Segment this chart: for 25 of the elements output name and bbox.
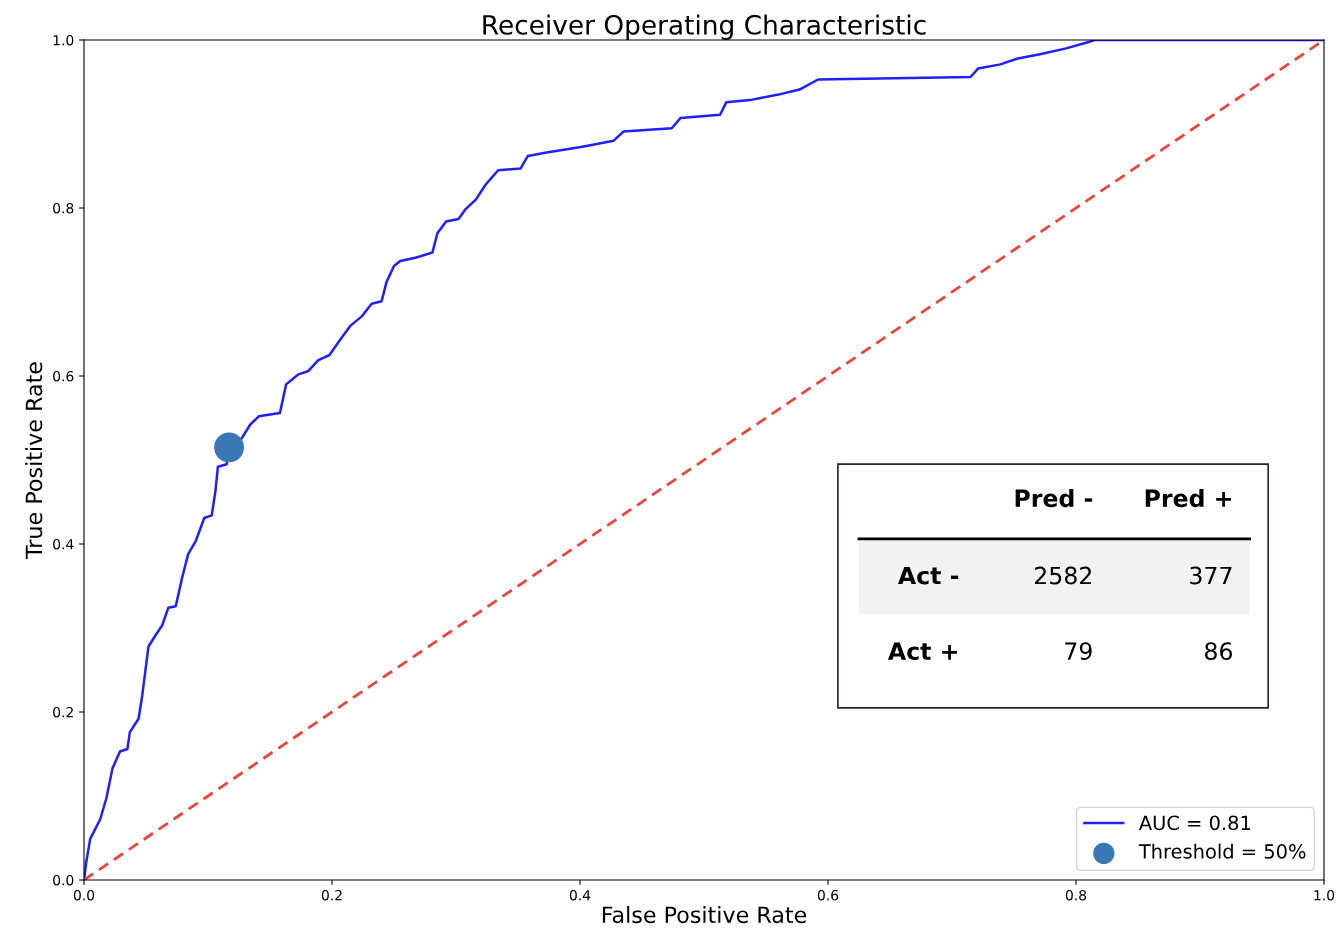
annotation: 377 <box>1190 566 1232 585</box>
y-tick-label: 0.4 <box>53 538 74 550</box>
annotation: 79 <box>1065 642 1092 661</box>
x-tick-label: 1.0 <box>1314 889 1335 901</box>
y-tick-label: 0.6 <box>53 370 74 382</box>
x-tick-label: 0.6 <box>817 889 839 901</box>
annotation: 2582 <box>1035 566 1091 585</box>
x-tick-label: 0.8 <box>1065 889 1087 901</box>
annotation: Pred + <box>1145 488 1231 508</box>
annotation: 86 <box>1205 642 1232 661</box>
x-tick-label: 0.0 <box>73 889 95 901</box>
y-tick-label: 0.8 <box>53 202 74 214</box>
legend-label: Threshold = 50% <box>1138 843 1306 859</box>
x-axis-title: False Positive Rate <box>602 905 807 924</box>
y-tick-label: 0.2 <box>53 706 73 718</box>
legend-label: AUC = 0.81 <box>1138 815 1251 831</box>
chart-title: Receiver Operating Characteristic <box>483 14 926 40</box>
x-tick-label: 0.2 <box>321 889 342 901</box>
y-tick-label: 0.0 <box>53 874 74 886</box>
x-tick-label: 0.4 <box>569 889 591 901</box>
annotation: Act + <box>887 642 957 661</box>
annotation: Pred - <box>1015 488 1093 508</box>
y-tick-label: 1.0 <box>53 34 74 46</box>
y-axis-title: True Positive Rate <box>25 362 43 560</box>
annotation: Act - <box>897 566 959 585</box>
